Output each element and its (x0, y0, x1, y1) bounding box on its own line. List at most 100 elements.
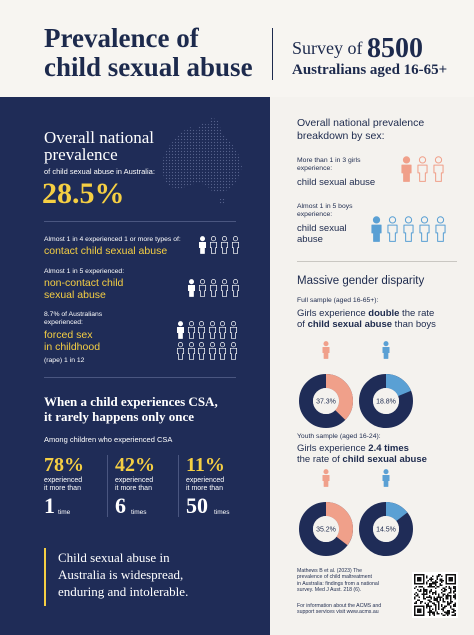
repeat-desc-2-line-1: experienced (115, 477, 154, 484)
citation: Mathews B et al. (2023) The prevalence o… (297, 568, 407, 593)
full-text-c: the rate (399, 308, 435, 319)
page-title: Prevalence of child sexual abuse (44, 24, 253, 82)
csa-once-subtitle: Among children who experienced CSA (44, 435, 173, 444)
person-outline-icon (433, 156, 444, 182)
girls-small-line-1: More than 1 in 3 girls (297, 157, 361, 164)
donut-label: 37.3% (316, 399, 336, 406)
repeat-unit-2: times (131, 509, 147, 516)
person-outline-icon (218, 321, 227, 339)
person-outline-icon (187, 321, 195, 339)
repeat-number-2: 6 (115, 493, 126, 518)
youth-text-b: 2.4 times (368, 443, 409, 454)
citation-line-1: Mathews B et al. (2023) The (297, 568, 363, 574)
donut-label: 14.5% (376, 527, 396, 534)
info-text: For information about the ACMS and suppo… (297, 603, 409, 616)
overall-title-line-1: Overall national (44, 128, 154, 147)
divider (44, 221, 236, 222)
stat-forced-small: 8.7% of Australians experienced: (44, 311, 102, 327)
citation-line-4: survey. Med J Aust. 218 (6). (297, 586, 362, 593)
info-line-1: For information about the ACMS and (297, 603, 382, 609)
stat-contact-big: contact child sexual abuse (44, 245, 168, 257)
repeat-percent-2: 42% (115, 454, 155, 476)
girl-donut-chart: 35.2% (299, 469, 353, 556)
boys-big-line-2: abuse (297, 234, 323, 245)
youth-text-d: child sexual abuse (342, 454, 427, 465)
title-line-2: child sexual abuse (44, 52, 253, 82)
repeat-number-1: 1 (44, 493, 55, 518)
person-outline-icon (208, 321, 216, 339)
youth-sample-label: Youth sample (aged 16-24): (297, 433, 381, 440)
repeat-number-3: 50 (186, 493, 208, 518)
stat-forced-small-line-1: 8.7% of Australians (44, 311, 103, 318)
boy-donut-chart: 18.8% (359, 341, 413, 428)
person-outline-icon (209, 236, 218, 254)
person-outline-icon (435, 216, 446, 242)
donut-girls-full: 37.3% (298, 341, 354, 434)
person-outline-icon (229, 342, 237, 360)
person-outline-icon (220, 236, 229, 254)
repeat-desc-1-line-1: experienced (44, 477, 83, 484)
donut-slice (359, 374, 413, 428)
girls-small-line-2: experience: (297, 165, 333, 172)
boy-donut-chart: 14.5% (359, 469, 413, 556)
repeat-desc-1: experienced it more than (44, 477, 82, 493)
closing-quote: Child sexual abuse in Australia is wides… (58, 549, 188, 600)
person-outline-icon (417, 156, 428, 182)
boys-small: Almost 1 in 5 boys experience: (297, 203, 353, 219)
header-divider (272, 28, 273, 80)
column-divider (107, 455, 108, 517)
person-outline-icon (387, 216, 398, 242)
donut-hole (313, 388, 339, 414)
stat-noncontact-line-1: non-contact child (44, 277, 124, 289)
quote-line-1: Child sexual abuse in (58, 550, 170, 565)
donut-slice (299, 374, 353, 428)
repeat-desc-2-line-2: it more than (115, 485, 152, 492)
disparity-title: Massive gender disparity (297, 275, 425, 287)
donut-boys-full: 18.8% (358, 341, 414, 434)
donut-girls-youth: 35.2% (298, 469, 354, 562)
person-outline-icon (197, 342, 206, 360)
person-filled-icon (176, 321, 185, 339)
divider (44, 377, 236, 378)
by-sex-title: Overall national prevalence breakdown by… (297, 117, 424, 142)
repeat-percent-1: 78% (44, 454, 84, 476)
repeat-desc-3: experienced it more than (186, 477, 224, 493)
overall-title: Overall national prevalence (44, 129, 154, 163)
donut-slice (299, 502, 353, 556)
person-outline-icon (403, 216, 414, 242)
stat-forced-big: forced sex in childhood (44, 329, 100, 353)
citation-line-3: in Australia: findings from a national (297, 580, 379, 587)
youth-sample-text: Girls experience 2.4 times the rate of c… (297, 443, 427, 465)
overall-percent: 28.5% (42, 177, 125, 210)
youth-text-c: the rate of (297, 454, 343, 465)
donut-hole (313, 516, 339, 542)
full-text-b: double (368, 308, 400, 319)
boys-small-line-1: Almost 1 in 5 boys (297, 203, 353, 210)
qr-code-icon[interactable] (412, 572, 458, 618)
full-text-e: child sexual abuse (307, 319, 393, 330)
person-outline-icon (419, 216, 430, 242)
csa-once-title-line-2: it rarely happens only once (44, 409, 194, 424)
survey-population: Australians aged 16-65+ (292, 62, 448, 78)
repeat-unit-1: time (58, 509, 71, 516)
overall-subtitle: of child sexual abuse in Australia: (44, 167, 155, 176)
stat-noncontact-big: non-contact child sexual abuse (44, 277, 124, 301)
person-outline-icon (220, 279, 229, 297)
youth-text-a: Girls experience (297, 443, 369, 454)
person-filled-icon (382, 469, 390, 487)
title-line-1: Prevalence of (44, 23, 199, 53)
girls-small: More than 1 in 3 girls experience: (297, 157, 360, 173)
australia-map-icon (162, 117, 242, 205)
person-outline-icon (197, 321, 206, 339)
quote-line-3: enduring and intolerable. (58, 584, 189, 599)
person-outline-icon (218, 342, 227, 360)
full-text-a: Girls experience (297, 308, 369, 319)
csa-once-title: When a child experiences CSA, it rarely … (44, 394, 218, 424)
person-filled-icon (198, 236, 207, 254)
person-outline-icon (209, 279, 218, 297)
stat-forced-line-1: forced sex (44, 329, 93, 341)
person-outline-icon (229, 321, 237, 339)
donut-label: 35.2% (316, 527, 336, 534)
survey-info: Survey of 8500 Australians aged 16-65+ (292, 35, 448, 79)
person-filled-icon (187, 279, 196, 297)
